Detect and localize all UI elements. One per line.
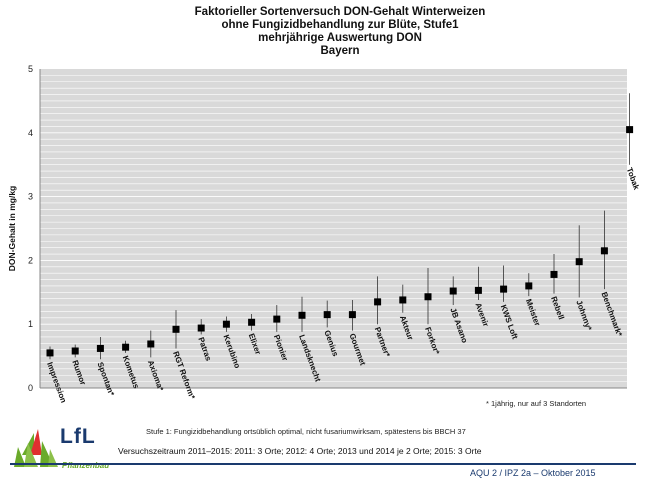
title-line-2: ohne Fungizidbehandlung zur Blüte, Stufe…	[221, 19, 459, 31]
data-point	[348, 311, 356, 319]
title-line-3: mehrjährige Auswertung DON	[258, 32, 422, 44]
data-point	[298, 311, 306, 319]
data-point	[323, 311, 331, 319]
lfl-logo-text: LfL	[60, 425, 96, 448]
data-point	[96, 344, 104, 352]
y-tick-label: 0	[28, 383, 33, 393]
data-point	[626, 126, 634, 134]
y-tick-label: 4	[28, 128, 33, 138]
data-point	[122, 343, 130, 351]
data-point	[399, 296, 407, 304]
data-point	[222, 320, 230, 328]
data-point	[600, 247, 608, 255]
chart-title: Faktorieller Sortenversuch DON-Gehalt Wi…	[120, 6, 560, 58]
y-tick-label: 3	[28, 192, 33, 202]
data-point	[525, 282, 533, 290]
data-point	[500, 285, 508, 293]
data-point	[550, 270, 558, 278]
data-point	[474, 286, 482, 294]
data-point	[248, 318, 256, 326]
data-point	[197, 324, 205, 332]
lfl-logo-icon	[14, 429, 58, 467]
data-point	[374, 298, 382, 306]
y-tick-label: 1	[28, 319, 33, 329]
title-line-1: Faktorieller Sortenversuch DON-Gehalt Wi…	[194, 6, 486, 18]
y-axis-label: DON-Gehalt in mg/kg	[7, 186, 17, 271]
footer-divider	[10, 463, 636, 465]
footer-reference: AQU 2 / IPZ 2a – Oktober 2015	[470, 468, 596, 478]
data-point	[46, 349, 54, 357]
y-tick-label: 5	[28, 64, 33, 74]
data-point	[575, 258, 583, 266]
data-point	[424, 293, 432, 301]
data-point	[71, 347, 79, 355]
footnote: * 1jährig, nur auf 3 Standorten	[486, 399, 587, 408]
data-point	[147, 340, 155, 348]
category-label: Tobak	[625, 166, 642, 191]
versuchszeitraum-note: Versuchszeitraum 2011–2015: 2011: 3 Orte…	[118, 446, 482, 456]
data-point	[273, 315, 281, 323]
title-line-4: Bayern	[320, 45, 360, 57]
data-point	[172, 325, 180, 333]
lfl-logo-subtitle: Pflanzenbau	[62, 461, 110, 470]
stufe-note: Stufe 1: Fungizidbehandlung ortsüblich o…	[146, 427, 466, 436]
y-tick-label: 2	[28, 255, 33, 265]
data-point	[449, 287, 457, 295]
lfl-logo: LfL Pflanzenbau	[12, 425, 118, 481]
